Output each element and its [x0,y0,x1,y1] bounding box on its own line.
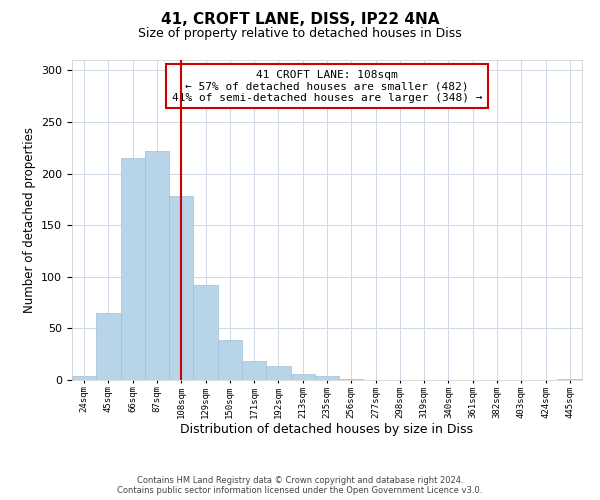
Bar [558,379,582,380]
X-axis label: Distribution of detached houses by size in Diss: Distribution of detached houses by size … [181,424,473,436]
Bar [290,374,315,380]
Text: Size of property relative to detached houses in Diss: Size of property relative to detached ho… [138,28,462,40]
Bar [72,376,96,380]
Bar [96,313,121,380]
Text: Contains HM Land Registry data © Crown copyright and database right 2024.
Contai: Contains HM Land Registry data © Crown c… [118,476,482,495]
Text: 41 CROFT LANE: 108sqm
← 57% of detached houses are smaller (482)
41% of semi-det: 41 CROFT LANE: 108sqm ← 57% of detached … [172,70,482,103]
Bar [315,376,339,380]
Bar [339,379,364,380]
Bar [193,285,218,380]
Bar [169,196,193,380]
Bar [242,362,266,380]
Text: 41, CROFT LANE, DISS, IP22 4NA: 41, CROFT LANE, DISS, IP22 4NA [161,12,439,28]
Bar [266,366,290,380]
Bar [218,340,242,380]
Bar [145,151,169,380]
Y-axis label: Number of detached properties: Number of detached properties [23,127,35,313]
Bar [121,158,145,380]
